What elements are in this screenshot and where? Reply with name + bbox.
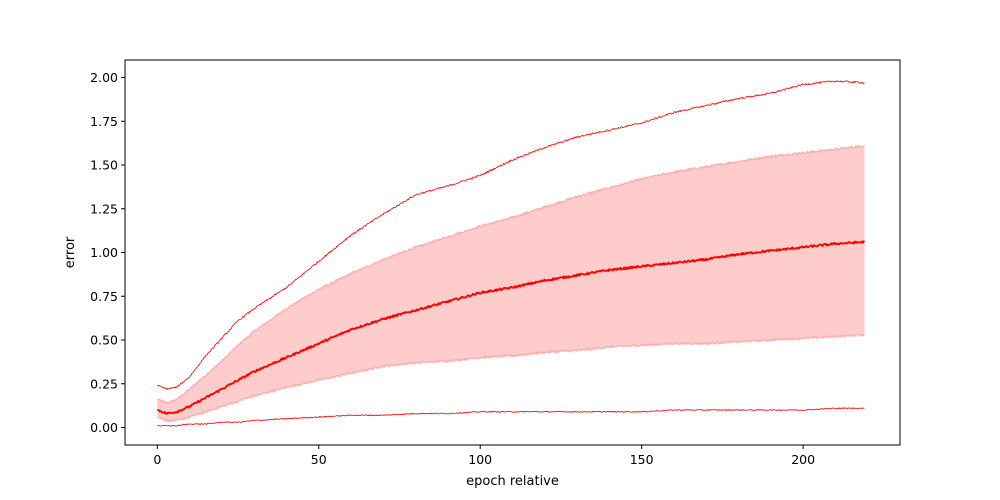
- y-tick-label: 1.25: [90, 201, 118, 216]
- mean-line: [157, 240, 866, 415]
- x-axis: 0 50 100 150 200: [153, 445, 815, 467]
- x-tick-label: 200: [791, 452, 815, 467]
- y-tick-label: 0.75: [90, 289, 118, 304]
- y-axis: 0.00 0.25 0.50 0.75 1.00 1.25 1.50 1.75 2.00: [90, 70, 125, 435]
- x-axis-label: epoch relative: [466, 474, 559, 489]
- y-axis-label: error: [63, 236, 78, 268]
- std-band-layer: [156, 144, 865, 423]
- y-tick-label: 1.75: [90, 114, 118, 129]
- x-tick-label: 100: [468, 452, 492, 467]
- series-lines-layer: [156, 80, 866, 427]
- std-band-lower-edge: [156, 333, 865, 423]
- std-band-upper-edge: [156, 144, 865, 405]
- y-tick-label: 0.25: [90, 376, 118, 391]
- y-tick-label: 1.00: [90, 245, 118, 260]
- y-tick-label: 1.50: [90, 158, 118, 173]
- min-line: [157, 407, 865, 427]
- y-tick-label: 2.00: [90, 70, 118, 85]
- std-band: [157, 145, 865, 422]
- x-tick-label: 150: [630, 452, 654, 467]
- x-tick-label: 0: [153, 452, 161, 467]
- max-line: [156, 80, 865, 390]
- y-tick-label: 0.50: [90, 333, 118, 348]
- y-tick-label: 0.00: [90, 420, 118, 435]
- x-tick-label: 50: [311, 452, 327, 467]
